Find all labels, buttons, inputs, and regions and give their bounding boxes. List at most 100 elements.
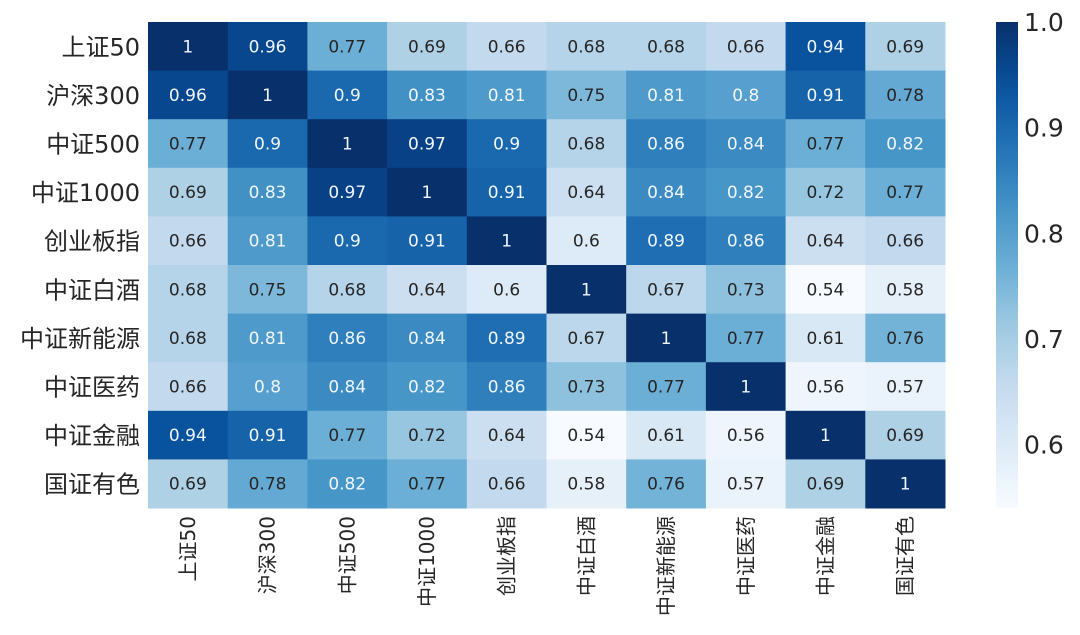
column-label: 中证白酒 (574, 516, 598, 596)
heatmap-cell (227, 362, 308, 412)
cell-annotation: 0.82 (886, 135, 924, 155)
row-label: 中证1000 (31, 179, 140, 207)
heatmap-cell (865, 22, 946, 72)
cell-annotation: 0.66 (488, 475, 526, 495)
cell-annotation: 0.89 (647, 232, 685, 252)
cell-annotation: 0.66 (169, 232, 207, 252)
column-labels: 上证50 沪深300 中证500 中证1000 创业板指 中证白酒 中证新能源 中证医药 中证金… (176, 516, 917, 616)
column-label: 沪深300 (256, 516, 280, 594)
heatmap-cell (227, 70, 308, 120)
cell-annotation: 0.81 (249, 329, 287, 349)
heatmap-cell (148, 70, 229, 120)
cell-annotation: 0.97 (408, 135, 446, 155)
heatmap-cell (626, 70, 707, 120)
heatmap-cell (466, 70, 547, 120)
heatmap-cell (785, 22, 866, 72)
column-label: 中证医药 (734, 516, 758, 596)
heatmap-cell (466, 167, 547, 217)
heatmap-cell (865, 410, 946, 460)
heatmap-cell (466, 362, 547, 412)
row-label: 中证白酒 (44, 276, 140, 304)
heatmap-cell (148, 313, 229, 363)
cell-annotation: 0.73 (567, 378, 605, 398)
heatmap-cell (626, 265, 707, 315)
cell-annotation: 0.86 (488, 378, 526, 398)
cell-annotation: 0.82 (408, 378, 446, 398)
heatmap-cell (705, 313, 787, 363)
cell-annotation: 0.94 (807, 37, 845, 57)
cell-annotation: 0.77 (408, 475, 446, 495)
cell-annotation: 0.76 (886, 329, 924, 349)
cell-annotation: 0.77 (647, 378, 685, 398)
cell-annotation: 0.61 (807, 329, 845, 349)
heatmap-cell (387, 313, 468, 363)
heatmap-cell (307, 313, 388, 363)
cell-annotation: 0.64 (807, 232, 845, 252)
heatmap-cell (227, 313, 308, 363)
heatmap-cell (626, 362, 707, 412)
cell-annotation: 0.97 (328, 183, 366, 203)
cell-annotation: 0.96 (249, 37, 287, 57)
cell-annotation: 0.9 (493, 135, 520, 155)
heatmap-cell (785, 313, 866, 363)
heatmap-cell (546, 22, 627, 72)
cell-annotation: 0.66 (727, 37, 765, 57)
cell-annotation: 1 (581, 280, 592, 300)
heatmap-cell (307, 22, 388, 72)
heatmap-cell (227, 216, 308, 266)
heatmap-cell (307, 70, 388, 120)
cell-annotation: 0.86 (328, 329, 366, 349)
colorbar-tick-label: 0.7 (1024, 325, 1064, 354)
heatmap-cell (865, 362, 946, 412)
cell-annotation: 0.84 (328, 378, 366, 398)
cell-annotation: 0.64 (488, 426, 526, 446)
heatmap-cell (307, 265, 388, 315)
cell-annotation: 0.9 (334, 232, 361, 252)
cell-annotation: 0.58 (567, 475, 605, 495)
heatmap-cell (626, 119, 707, 169)
heatmap-cell (466, 216, 547, 266)
cell-annotation: 0.91 (408, 232, 446, 252)
row-label: 中证500 (46, 131, 140, 159)
cell-annotation: 0.68 (169, 329, 207, 349)
heatmap-cell (466, 265, 547, 315)
row-label: 沪深300 (46, 82, 140, 110)
heatmap-cell (626, 167, 707, 217)
cell-annotation: 0.8 (254, 378, 281, 398)
colorbar-tick-label: 1.0 (1024, 8, 1064, 37)
cell-annotation: 0.73 (727, 280, 765, 300)
cell-annotation: 0.67 (567, 329, 605, 349)
heatmap-cell (705, 216, 787, 266)
column-label: 上证50 (176, 516, 200, 581)
heatmap-cell (785, 362, 866, 412)
cell-annotation: 0.89 (488, 329, 526, 349)
cell-annotation: 1 (422, 183, 433, 203)
heatmap-cell (227, 265, 308, 315)
heatmap-cell (466, 459, 547, 509)
cell-annotation: 0.86 (647, 135, 685, 155)
cell-annotation: 1 (262, 86, 273, 106)
heatmap-cell (387, 70, 468, 120)
cell-annotation: 0.83 (408, 86, 446, 106)
cell-annotation: 0.96 (169, 86, 207, 106)
cell-annotation: 0.75 (249, 280, 287, 300)
cell-annotation: 0.69 (169, 183, 207, 203)
heatmap-cell (785, 216, 866, 266)
cell-annotation: 0.91 (488, 183, 526, 203)
cell-annotation: 0.68 (169, 280, 207, 300)
cell-annotation: 0.68 (328, 280, 366, 300)
colorbar-ticks: 0.6 0.7 0.8 0.9 1.0 (1024, 8, 1064, 460)
cell-annotation: 1 (501, 232, 512, 252)
heatmap-cell (387, 265, 468, 315)
heatmap-cell (785, 265, 866, 315)
cell-annotation: 0.6 (573, 232, 600, 252)
cell-annotation: 0.56 (727, 426, 765, 446)
cell-annotation: 0.77 (328, 37, 366, 57)
heatmap-cell (546, 459, 627, 509)
cell-annotation: 1 (740, 378, 751, 398)
cell-annotation: 0.6 (493, 280, 520, 300)
heatmap-cell (387, 22, 468, 72)
heatmap-cell (466, 22, 547, 72)
cell-annotation: 0.72 (408, 426, 446, 446)
heatmap-cell (705, 70, 787, 120)
